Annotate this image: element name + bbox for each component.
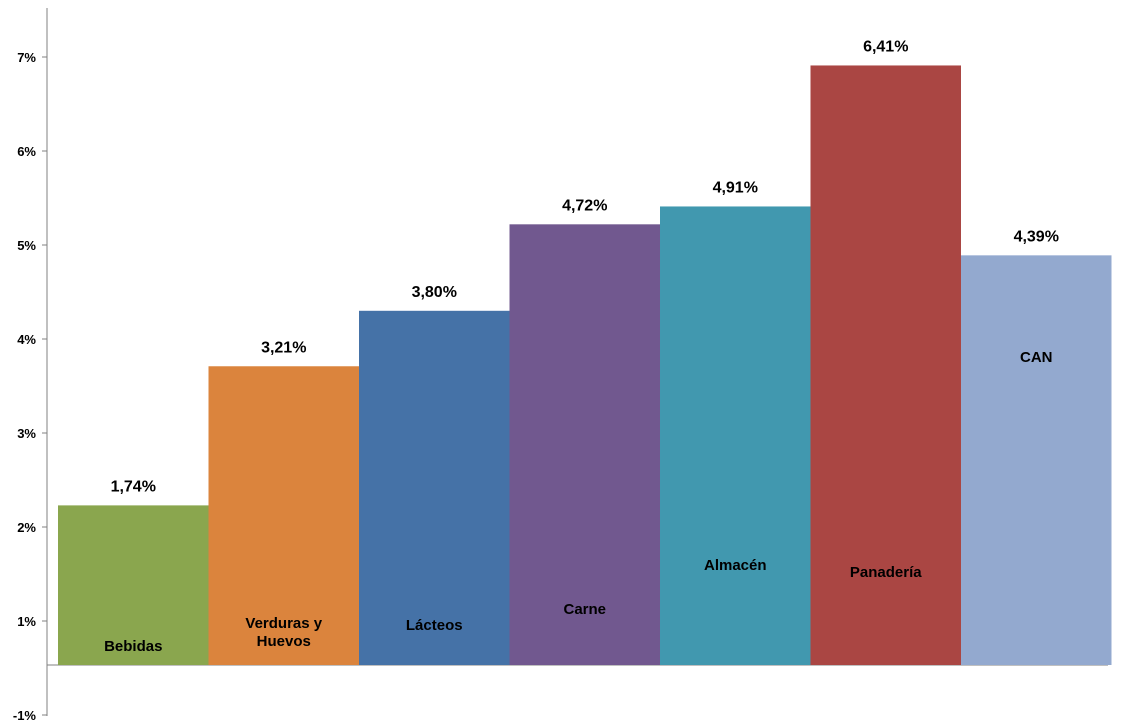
value-label: 6,41% xyxy=(863,38,908,55)
category-label: Carne xyxy=(563,601,606,618)
bar-7 xyxy=(961,255,1112,665)
y-tick-label: 3% xyxy=(17,426,36,441)
y-tick-label: 4% xyxy=(17,332,36,347)
bar-2 xyxy=(208,366,359,665)
y-tick-label: -1% xyxy=(13,708,37,723)
category-label: Huevos xyxy=(257,633,311,650)
value-label: 4,72% xyxy=(562,197,607,214)
value-label: 4,91% xyxy=(713,179,758,196)
y-tick-label: 5% xyxy=(17,238,36,253)
y-tick-label: 6% xyxy=(17,144,36,159)
value-label: 1,74% xyxy=(111,478,156,495)
bar-6 xyxy=(810,65,961,665)
y-tick-label: 2% xyxy=(17,520,36,535)
category-label: CAN xyxy=(1020,349,1053,366)
y-tick-label: 7% xyxy=(17,50,36,65)
category-label: Bebidas xyxy=(104,638,162,655)
y-tick-label: 1% xyxy=(17,614,36,629)
bar-5 xyxy=(660,206,811,665)
bars xyxy=(58,65,1112,665)
bar-1 xyxy=(58,505,209,665)
value-label: 3,21% xyxy=(261,339,306,356)
category-label: Almacén xyxy=(704,557,767,574)
category-label: Verduras y xyxy=(245,615,322,632)
value-label: 3,80% xyxy=(412,284,457,301)
y-axis-ticks: -1% 1% 2% 3% 4% 5% 6% 7% xyxy=(13,50,47,723)
category-label: Lácteos xyxy=(406,617,463,634)
bar-4 xyxy=(509,224,660,665)
category-label: Panadería xyxy=(850,564,922,581)
bar-3 xyxy=(359,310,510,665)
value-label: 4,39% xyxy=(1014,228,1059,245)
